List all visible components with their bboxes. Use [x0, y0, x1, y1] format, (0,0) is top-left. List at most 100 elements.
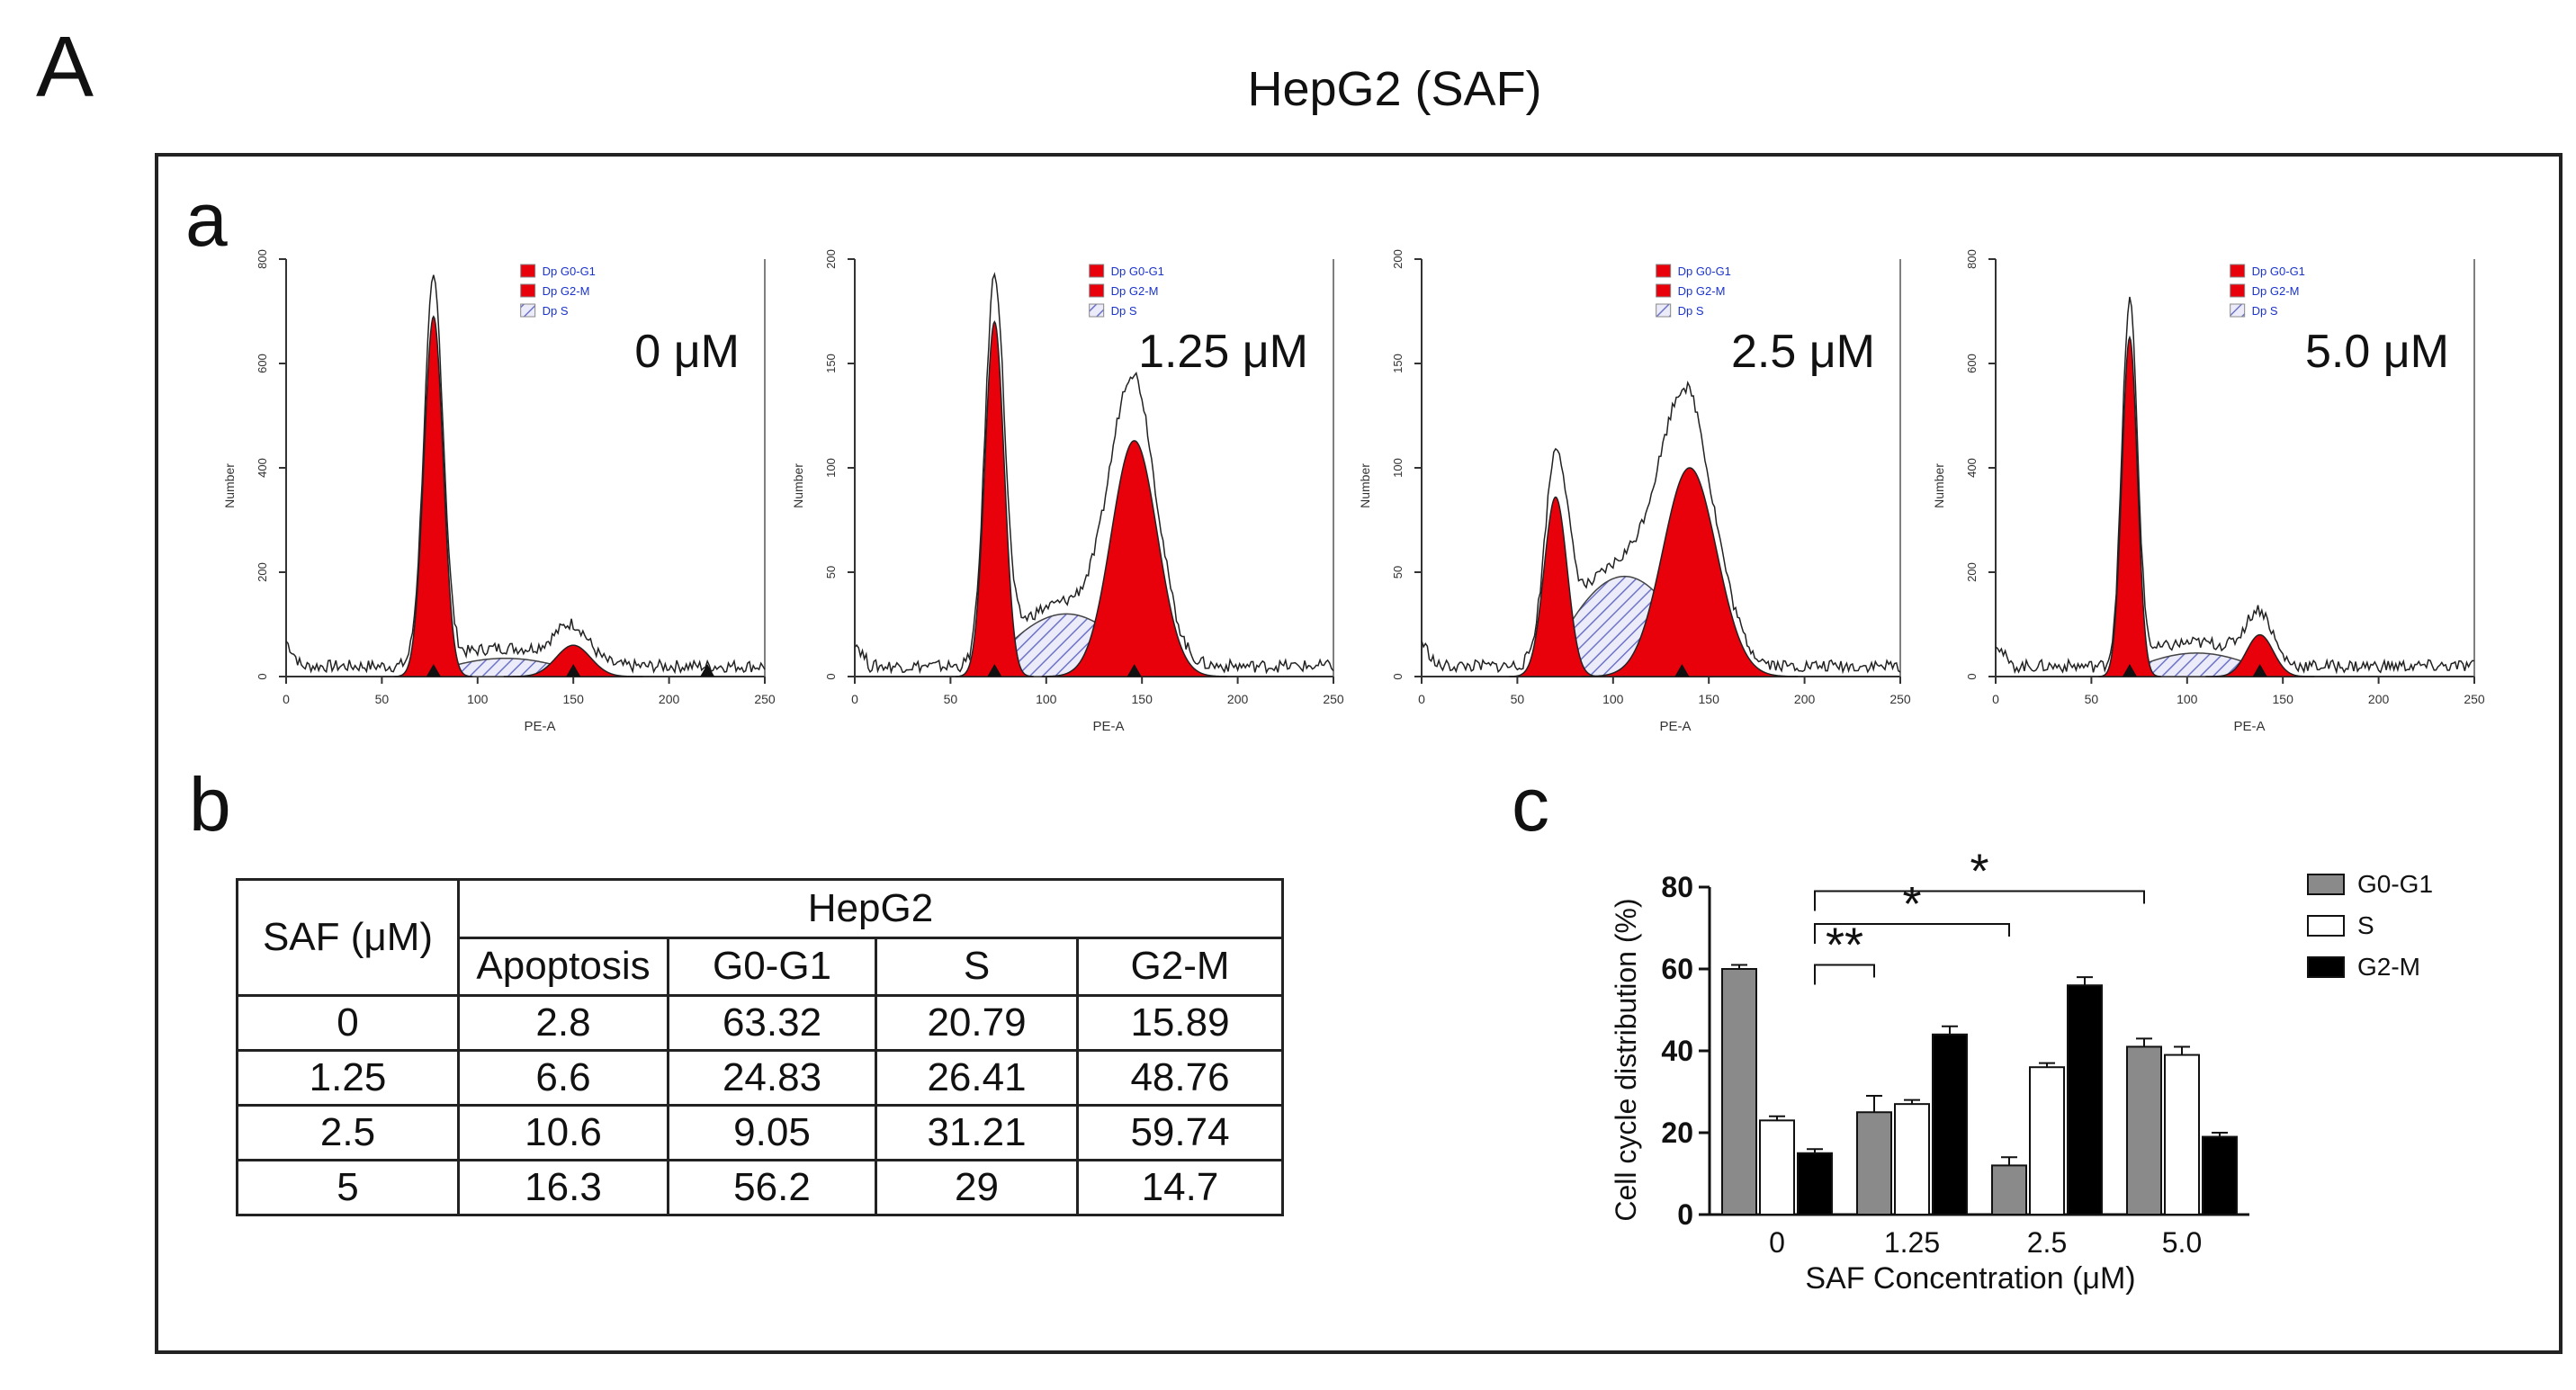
cell-cycle-table: SAF (μM) HepG2 Apoptosis G0-G1 S G2-M 0 …: [236, 878, 1284, 1216]
table-cell: 24.83: [667, 1049, 877, 1107]
bar: [1797, 1152, 1833, 1215]
histogram-marker: [2252, 664, 2267, 677]
bar: [2164, 1054, 2200, 1215]
bar: [1932, 1033, 1968, 1215]
bar-chart-y-axis-label: Cell cycle distribution (%): [1610, 898, 1642, 1221]
bar-chart-x-tick-label: 5.0: [2162, 1226, 2202, 1259]
histogram-g2-m-peak: [2205, 633, 2314, 677]
histogram-legend-swatch: [1656, 264, 1672, 278]
histogram-x-tick-label: 50: [2085, 692, 2099, 706]
histogram-y-tick-label: 200: [824, 249, 838, 269]
table-cell: 56.2: [667, 1159, 877, 1216]
bar-chart-panel: 0 20 40 60 80 Cell cycle distribution (%) SAF …: [1610, 845, 2433, 1296]
table-cell: 31.21: [875, 1104, 1079, 1161]
histogram-legend-label: Dp S: [1111, 304, 1137, 318]
table-row: 0 2.8 63.32 20.79 15.89: [236, 994, 1284, 1052]
bar-chart-y-tick-label: 0: [1677, 1198, 1693, 1231]
bar: [2202, 1135, 2238, 1215]
histogram-y-tick-label: 0: [1965, 673, 1979, 679]
table-column-row: Apoptosis G0-G1 S G2-M: [238, 936, 1284, 997]
histogram-g2-m-peak: [1582, 467, 1798, 677]
histogram-legend-swatch: [1089, 283, 1105, 298]
histogram-marker: [566, 664, 581, 677]
bar-chart-y-tick-label: 40: [1661, 1035, 1693, 1067]
histogram-legend-swatch: [1656, 283, 1672, 298]
histogram-legend-swatch: [1656, 303, 1672, 318]
significance-label: *: [1970, 845, 1988, 899]
histogram-raw-trace: [854, 272, 1334, 675]
table-row: 2.5 10.6 9.05 31.21 59.74: [236, 1104, 1284, 1161]
table-column-header: G0-G1: [667, 936, 877, 997]
bar-legend-label: G0-G1: [2357, 870, 2433, 898]
histogram-x-tick-label: 200: [659, 692, 680, 706]
table-column-header: S: [875, 936, 1079, 997]
histogram-x-tick-label: 200: [1227, 692, 1249, 706]
table-row: 5 16.3 56.2 29 14.7: [236, 1159, 1284, 1216]
histogram-y-tick-label: 100: [824, 458, 838, 478]
histogram-y-tick-label: 200: [1965, 562, 1979, 582]
table-cell: 9.05: [667, 1104, 877, 1161]
table-cell: 26.41: [875, 1049, 1079, 1107]
bar: [2029, 1066, 2065, 1216]
bar-chart-y-tick-label: 80: [1661, 871, 1693, 903]
histogram-x-tick-label: 250: [754, 692, 776, 706]
histogram-legend-label: Dp G0-G1: [1111, 265, 1164, 278]
bar-legend-swatch: [2307, 915, 2345, 937]
histogram-x-axis-label: PE-A: [1659, 719, 1691, 734]
histogram-x-tick-label: 250: [1323, 692, 1344, 706]
histogram-x-tick-label: 150: [1132, 692, 1153, 706]
table-cell: 2.5: [236, 1104, 460, 1161]
histogram-y-tick-label: 200: [1391, 249, 1405, 269]
histogram-g0-g1-peak: [956, 320, 1034, 677]
histogram-raw-trace: [1995, 296, 2475, 675]
histogram-marker: [987, 664, 1002, 677]
histogram-y-tick-label: 600: [1965, 354, 1979, 373]
histogram-concentration-label: 5.0 μM: [2305, 326, 2449, 378]
histogram-x-tick-label: 250: [1889, 692, 1911, 706]
histogram-y-axis-label: Number: [1358, 463, 1372, 508]
bar-chart-x-tick-label: 2.5: [2027, 1226, 2067, 1259]
significance-label: **: [1826, 918, 1863, 972]
bar: [1856, 1111, 1892, 1215]
histogram-x-tick-label: 0: [1992, 692, 1999, 706]
histogram-y-tick-label: 100: [1391, 458, 1405, 478]
histogram-panel: 0 200 400 600 800 0 50 100 150 200 250 PE-A Number Dp…: [222, 249, 2485, 734]
histogram-legend-label: Dp S: [1678, 304, 1704, 318]
figure-frame: [155, 153, 2563, 1354]
histogram-legend-swatch: [1089, 264, 1105, 278]
histogram-x-tick-label: 50: [944, 692, 958, 706]
bar: [1894, 1103, 1930, 1215]
panel-a-letter: a: [185, 177, 228, 262]
histogram-y-tick-label: 600: [256, 354, 269, 373]
histogram-y-tick-label: 800: [256, 249, 269, 269]
table-group-header: HepG2: [457, 878, 1284, 939]
histogram-legend-label: Dp G2-M: [2252, 284, 2300, 298]
histogram-x-tick-label: 0: [283, 692, 290, 706]
histogram-x-tick-label: 150: [1699, 692, 1720, 706]
histogram-legend-label: Dp G0-G1: [543, 265, 596, 278]
significance-bracket: [1814, 922, 2010, 944]
table-cell: 20.79: [875, 994, 1079, 1052]
bar-legend-label: S: [2357, 911, 2374, 939]
histogram-y-tick-label: 50: [1391, 566, 1405, 578]
histogram-x-tick-label: 0: [1418, 692, 1425, 706]
significance-bracket: [1814, 890, 2145, 911]
histogram-x-tick-label: 50: [1511, 692, 1525, 706]
figure-title: HepG2 (SAF): [1247, 62, 1542, 116]
histogram-y-tick-label: 50: [824, 566, 838, 578]
table-cell: 14.7: [1076, 1159, 1284, 1216]
histogram-plot: 0 50 100 150 200 0 50 100 150 200 250 PE-A Number Dp …: [1358, 249, 1911, 734]
table-cell: 10.6: [457, 1104, 669, 1161]
table-cell: 5: [236, 1159, 460, 1216]
histogram-g2-m-peak: [1041, 440, 1227, 677]
table-cell: 59.74: [1076, 1104, 1284, 1161]
bar-chart-y-tick-label: 20: [1661, 1116, 1693, 1149]
table-cell: 0: [236, 994, 460, 1052]
histogram-marker: [2122, 664, 2137, 677]
histogram-y-tick-label: 150: [824, 354, 838, 373]
histogram-x-axis-label: PE-A: [2233, 719, 2265, 734]
bar-legend-swatch: [2307, 874, 2345, 895]
histogram-plot: 0 200 400 600 800 0 50 100 150 200 250 PE-A Number Dp…: [1932, 249, 2485, 734]
bar: [2126, 1045, 2162, 1215]
histogram-marker: [426, 664, 441, 677]
